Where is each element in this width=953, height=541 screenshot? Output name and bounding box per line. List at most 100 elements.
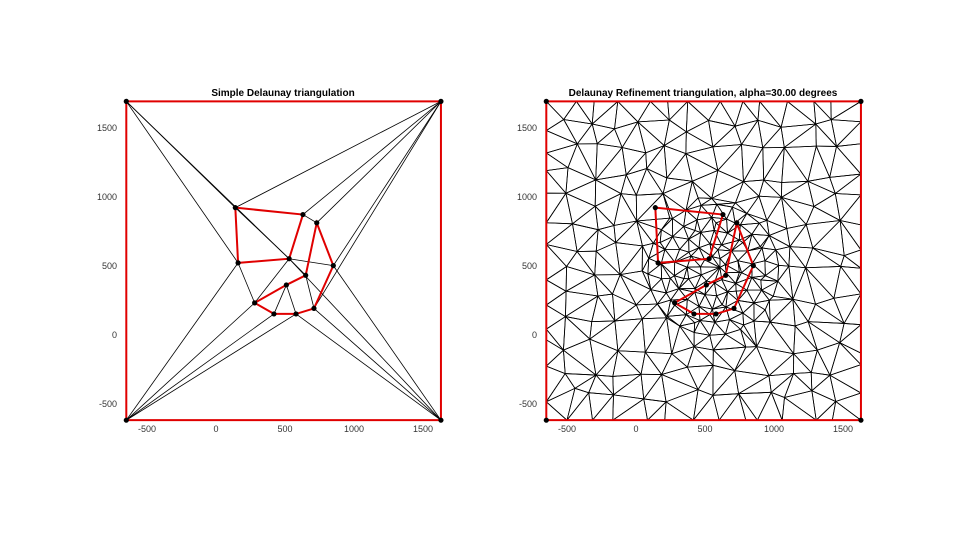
mesh-edge (761, 247, 776, 251)
mesh-edge (546, 304, 566, 317)
mesh-edge (660, 249, 666, 264)
mesh-edge (729, 312, 744, 320)
mesh-edge (732, 206, 747, 214)
mesh-edge (687, 298, 700, 307)
vertex-marker (543, 98, 549, 104)
mesh-edge (829, 374, 862, 394)
y-tick-label: -500 (519, 399, 537, 409)
mesh-edge (727, 283, 736, 293)
mesh-edge (771, 391, 785, 398)
mesh-edge (768, 375, 772, 393)
x-tick-label: 1500 (833, 424, 853, 434)
mesh-edge (670, 288, 680, 301)
mesh-edge (713, 349, 736, 371)
mesh-edge (758, 196, 768, 221)
mesh-edge (735, 277, 752, 284)
mesh-edge (672, 218, 684, 227)
mesh-edge (711, 256, 721, 268)
mesh-edge (565, 373, 596, 376)
mesh-edge (645, 351, 672, 355)
mesh-edge (712, 295, 717, 310)
mesh-edge (332, 101, 442, 266)
mesh-edge (636, 220, 654, 244)
mesh-edge (766, 197, 782, 221)
mesh-edge (763, 179, 782, 198)
mesh-edge (642, 317, 667, 320)
mesh-edge (839, 342, 862, 365)
mesh-edge (566, 388, 576, 421)
mesh-edge (726, 219, 728, 234)
mesh-edge (769, 228, 787, 236)
mesh-edge (126, 313, 275, 421)
mesh-edge (731, 206, 736, 224)
mesh-edge (813, 101, 817, 125)
mesh-edge (753, 299, 770, 304)
mesh-edge (714, 230, 728, 234)
mesh-edge (635, 304, 643, 319)
mesh-edge (812, 247, 841, 267)
mesh-edge (674, 275, 685, 279)
mesh-edge (721, 244, 732, 252)
mesh-edge (840, 266, 862, 295)
mesh-edge (664, 249, 676, 263)
mesh-edge (565, 193, 573, 224)
mesh-edge (666, 305, 676, 317)
mesh-edge (588, 392, 593, 421)
mesh-edge (763, 147, 785, 181)
mesh-edge (731, 250, 739, 261)
mesh-edge (647, 401, 667, 421)
vertex-marker (311, 305, 317, 311)
mesh-edge (636, 193, 664, 222)
mesh-edge (645, 152, 648, 169)
mesh-edge (686, 120, 709, 133)
mesh-edge (709, 314, 716, 323)
mesh-edge (721, 304, 727, 308)
mesh-edge (678, 278, 689, 289)
mesh-edge (693, 389, 699, 421)
mesh-edge (780, 127, 785, 148)
mesh-edge (835, 173, 862, 194)
mesh-edge (781, 180, 808, 183)
mesh-edge (694, 346, 714, 351)
mesh-edge (761, 289, 770, 301)
mesh-edge (595, 179, 622, 194)
mesh-edge (126, 313, 297, 421)
mesh-edge (566, 251, 578, 267)
mesh-edge (713, 230, 722, 246)
mesh-edge (597, 295, 616, 322)
mesh-edge (735, 202, 748, 214)
vertex-marker (303, 272, 309, 278)
mesh-edge (679, 325, 695, 333)
mesh-edge (792, 298, 809, 322)
mesh-edge (732, 202, 736, 208)
mesh-edge (125, 262, 239, 421)
mesh-edge (666, 288, 679, 294)
mesh-edge (788, 266, 794, 300)
mesh-edge (792, 299, 796, 326)
mesh-edge (657, 303, 668, 317)
mesh-edge (650, 289, 658, 305)
mesh-edge (709, 243, 722, 246)
mesh-edge (647, 258, 650, 275)
mesh-edge (815, 303, 845, 324)
mesh-edge (635, 289, 652, 306)
mesh-edge (725, 291, 728, 308)
mesh-edge (740, 222, 760, 226)
mesh-edge (754, 320, 771, 323)
mesh-edge (793, 325, 796, 354)
mesh-edge (591, 123, 598, 144)
mesh-edge (577, 123, 593, 145)
mesh-edge (661, 229, 673, 237)
mesh-edge (647, 263, 662, 275)
mesh-edge (742, 312, 755, 322)
mesh-edge (693, 322, 696, 333)
mesh-edge (834, 193, 841, 221)
mesh-edge (563, 349, 597, 376)
mesh-edge (721, 239, 740, 246)
mesh-edge (788, 246, 791, 267)
mesh-edge (717, 249, 732, 252)
mesh-edge (829, 173, 861, 178)
mesh-edge (646, 168, 668, 179)
mesh-edge (698, 243, 711, 249)
mesh-edge (598, 225, 615, 231)
